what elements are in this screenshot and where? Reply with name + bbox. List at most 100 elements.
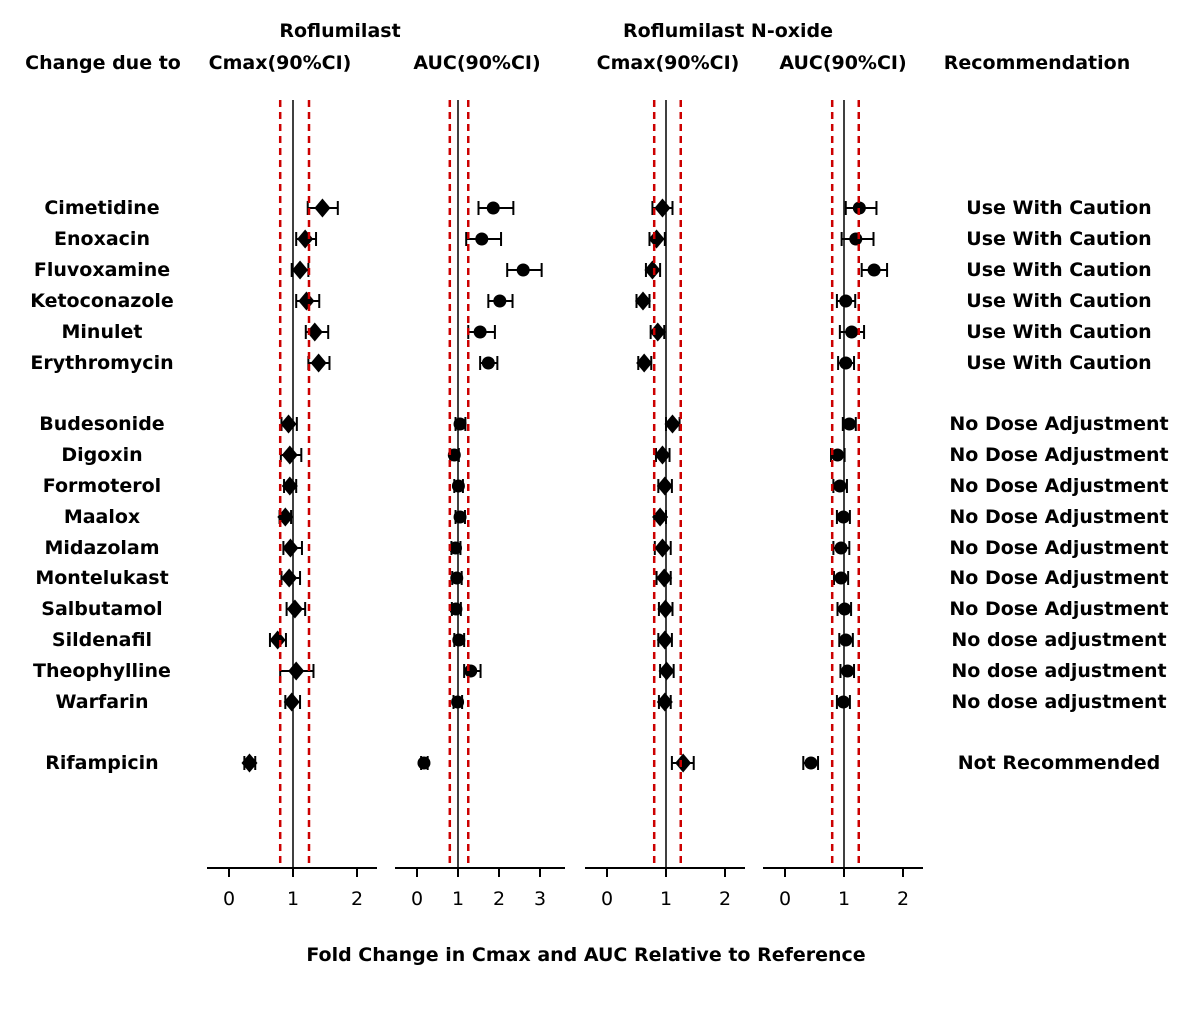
drug-label: Montelukast xyxy=(35,567,168,589)
recommendation-label: No Dose Adjustment xyxy=(949,567,1168,589)
point-diamond xyxy=(654,198,671,218)
point-diamond xyxy=(656,630,673,650)
point-diamond xyxy=(292,260,309,280)
point-diamond xyxy=(656,476,673,496)
point-circle xyxy=(804,756,818,770)
drug-label: Digoxin xyxy=(61,444,142,466)
recommendation-label: Use With Caution xyxy=(966,290,1151,312)
col-header-recommendation: Recommendation xyxy=(943,52,1131,74)
drug-label: Fluvoxamine xyxy=(34,259,170,281)
group-header-roflumilast: Roflumilast xyxy=(279,20,401,42)
point-diamond xyxy=(281,445,298,465)
point-circle xyxy=(475,232,489,246)
recommendation-label: No dose adjustment xyxy=(951,691,1166,713)
group-header-roflumilast-n-oxide: Roflumilast N-oxide xyxy=(622,20,834,42)
recommendation-label: No Dose Adjustment xyxy=(949,537,1168,559)
drug-label: Ketoconazole xyxy=(30,290,174,312)
point-circle xyxy=(449,602,463,616)
point-diamond xyxy=(269,630,286,650)
point-diamond xyxy=(656,692,673,712)
x-axis-tick-label: 2 xyxy=(351,888,363,910)
point-diamond xyxy=(664,414,681,434)
col-header-roflumilast-auc: AUC(90%CI) xyxy=(413,52,541,74)
drug-label: Erythromycin xyxy=(30,352,173,374)
point-circle xyxy=(834,541,848,555)
drug-label: Theophylline xyxy=(33,660,171,682)
recommendation-label: No Dose Adjustment xyxy=(949,444,1168,466)
recommendation-label: Use With Caution xyxy=(966,259,1151,281)
point-diamond xyxy=(281,476,298,496)
drug-label: Budesonide xyxy=(39,413,164,435)
point-circle xyxy=(839,294,853,308)
drug-label: Midazolam xyxy=(44,537,159,559)
point-circle xyxy=(831,448,845,462)
point-diamond xyxy=(634,291,651,311)
x-axis-tick-label: 2 xyxy=(493,888,505,910)
point-diamond xyxy=(649,322,666,342)
point-diamond xyxy=(644,260,661,280)
point-circle xyxy=(453,417,467,431)
col-header-roflumilast-cmax: Cmax(90%CI) xyxy=(208,52,352,74)
recommendation-label: No Dose Adjustment xyxy=(949,598,1168,620)
point-diamond xyxy=(648,229,665,249)
point-diamond xyxy=(298,291,315,311)
point-circle xyxy=(845,325,859,339)
recommendation-label: No dose adjustment xyxy=(951,660,1166,682)
recommendation-label: No dose adjustment xyxy=(951,629,1166,651)
point-diamond xyxy=(286,599,303,619)
point-circle xyxy=(493,294,507,308)
chart-caption: Fold Change in Cmax and AUC Relative to … xyxy=(306,944,866,966)
point-diamond xyxy=(675,753,692,773)
drug-label: Formoterol xyxy=(43,475,161,497)
point-circle xyxy=(839,633,853,647)
x-axis-tick-label: 3 xyxy=(534,888,546,910)
point-circle xyxy=(417,756,431,770)
recommendation-label: Use With Caution xyxy=(966,321,1151,343)
recommendation-label: No Dose Adjustment xyxy=(949,475,1168,497)
recommendation-label: No Dose Adjustment xyxy=(949,413,1168,435)
point-circle xyxy=(849,232,863,246)
drug-label: Enoxacin xyxy=(54,228,150,250)
point-diamond xyxy=(314,198,331,218)
point-circle xyxy=(464,664,478,678)
x-axis-tick-label: 0 xyxy=(223,888,235,910)
recommendation-label: Use With Caution xyxy=(966,228,1151,250)
row-header-change-due-to: Change due to xyxy=(25,52,181,74)
point-circle xyxy=(834,571,848,585)
point-diamond xyxy=(654,538,671,558)
point-circle xyxy=(516,263,530,277)
point-diamond xyxy=(656,568,673,588)
drug-label: Salbutamol xyxy=(41,598,162,620)
point-diamond xyxy=(241,753,258,773)
recommendation-label: Not Recommended xyxy=(958,752,1161,774)
x-axis-tick-label: 1 xyxy=(452,888,464,910)
point-circle xyxy=(839,356,853,370)
point-circle xyxy=(450,571,464,585)
x-axis-tick-label: 1 xyxy=(287,888,299,910)
col-header-noxide-cmax: Cmax(90%CI) xyxy=(596,52,740,74)
drug-label: Cimetidine xyxy=(44,197,159,219)
point-diamond xyxy=(280,414,297,434)
point-diamond xyxy=(310,353,327,373)
drug-label: Rifampicin xyxy=(45,752,158,774)
x-axis-tick-label: 0 xyxy=(779,888,791,910)
point-circle xyxy=(453,510,467,524)
point-circle xyxy=(486,201,500,215)
point-diamond xyxy=(297,229,314,249)
drug-label: Warfarin xyxy=(56,691,149,713)
point-circle xyxy=(833,479,847,493)
point-circle xyxy=(449,541,463,555)
point-diamond xyxy=(283,692,300,712)
point-diamond xyxy=(288,661,305,681)
point-diamond xyxy=(636,353,653,373)
point-circle xyxy=(452,633,466,647)
x-axis-tick-label: 1 xyxy=(660,888,672,910)
drug-label: Sildenafil xyxy=(52,629,152,651)
recommendation-label: No Dose Adjustment xyxy=(949,506,1168,528)
point-diamond xyxy=(306,322,323,342)
point-circle xyxy=(841,664,855,678)
drug-label: Maalox xyxy=(64,506,140,528)
x-axis-tick-label: 2 xyxy=(719,888,731,910)
